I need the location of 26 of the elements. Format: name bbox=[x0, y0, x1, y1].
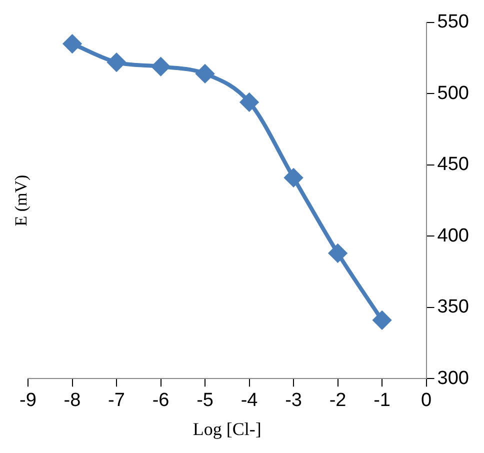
point bbox=[240, 93, 258, 112]
x-tick-label: -2 bbox=[329, 390, 346, 412]
x-tick-label: -5 bbox=[196, 390, 214, 412]
x-tick-label: -8 bbox=[64, 390, 81, 412]
y-tick-label: 500 bbox=[437, 82, 469, 104]
x-tick-label: -3 bbox=[285, 390, 302, 412]
y-tick-label: 400 bbox=[437, 225, 469, 246]
y-tick-label: 550 bbox=[437, 12, 469, 33]
point bbox=[373, 311, 392, 330]
point bbox=[152, 58, 170, 76]
point bbox=[196, 64, 214, 83]
x-tick-label: -9 bbox=[20, 390, 36, 412]
x-tick-label: -6 bbox=[152, 390, 170, 412]
y-tick-label: 300 bbox=[437, 368, 469, 389]
y-tick-label: 450 bbox=[437, 154, 469, 176]
y-tick-label: 350 bbox=[437, 296, 469, 318]
x-axis-title: Log [Cl-] bbox=[192, 418, 262, 439]
point bbox=[328, 244, 347, 262]
x-tick-label: -4 bbox=[240, 390, 258, 412]
point bbox=[63, 34, 82, 53]
y-axis-title: E (mV) bbox=[11, 174, 30, 226]
point bbox=[108, 53, 126, 72]
x-tick-label: -7 bbox=[108, 390, 125, 412]
x-tick-label: -1 bbox=[374, 390, 390, 412]
x-tick-label: 0 bbox=[421, 390, 432, 412]
point bbox=[284, 168, 303, 187]
